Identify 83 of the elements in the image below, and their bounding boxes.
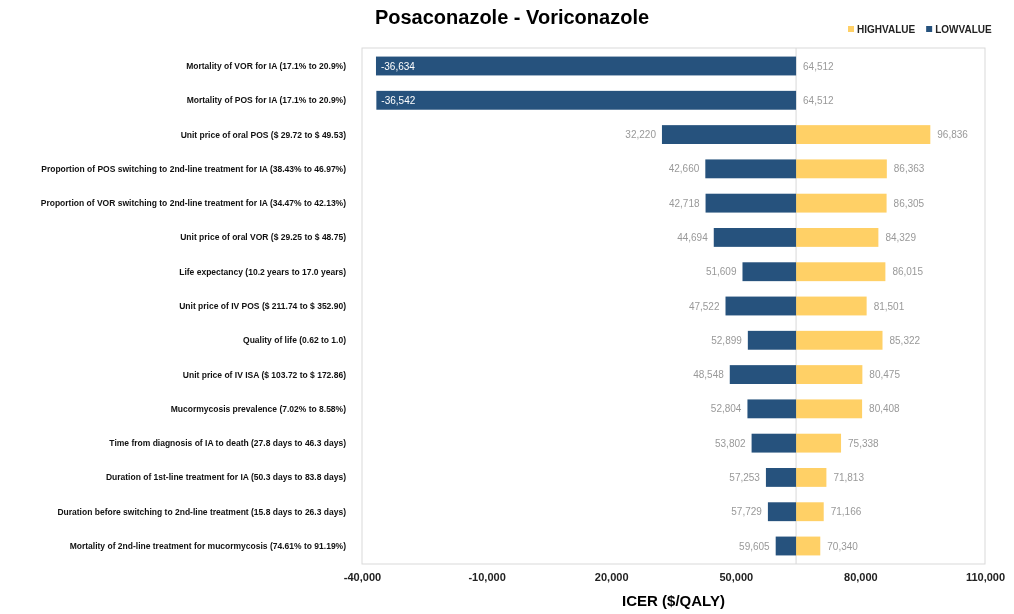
annotation: 48,548 (693, 369, 725, 381)
annotation: -36,634 (380, 60, 416, 72)
bar (747, 399, 797, 419)
annotation: 84,329 (885, 231, 917, 243)
bar (751, 433, 797, 453)
annotation: 71,166 (830, 506, 862, 518)
x-tick-label: -10,000 (468, 570, 506, 583)
annotation: 44,694 (677, 231, 709, 243)
bar (796, 262, 886, 282)
annotation: 52,899 (711, 334, 743, 346)
x-tick-label: -40,000 (343, 570, 382, 583)
bar (767, 502, 797, 522)
y-tick-label: Mortality of 2nd-line treatment for mucormycosis (74.61% to 91.19%) (69, 540, 347, 551)
annotation: 80,408 (869, 403, 901, 415)
bar (705, 159, 797, 179)
bar (796, 365, 863, 384)
annotation: 64,512 (803, 60, 835, 72)
annotation: 51,609 (705, 266, 737, 278)
bar (796, 125, 931, 144)
annotation: 47,522 (688, 300, 720, 312)
bar (661, 125, 797, 144)
annotation: 70,340 (827, 540, 859, 552)
x-tick-label: 110,000 (965, 570, 1006, 583)
bar (705, 193, 797, 213)
bar (796, 228, 879, 247)
bar (796, 330, 883, 350)
x-tick-label: 20,000 (594, 570, 629, 583)
annotation: 96,836 (937, 129, 969, 141)
annotation: 57,253 (729, 471, 761, 483)
bar (796, 159, 887, 179)
annotation: 80,475 (869, 369, 901, 381)
bar (742, 262, 797, 282)
annotation: 86,015 (892, 266, 924, 278)
x-tick-label: 50,000 (719, 570, 754, 583)
annotation: 53,802 (715, 437, 747, 449)
legend-label: LOWVALUE (935, 23, 992, 35)
annotation: 59,605 (739, 540, 771, 552)
bar (725, 296, 797, 316)
annotation: 86,305 (893, 197, 925, 209)
annotation: 52,804 (710, 403, 742, 415)
annotation: 71,813 (833, 471, 865, 483)
bar (747, 330, 797, 350)
bar (796, 193, 887, 213)
y-tick-label: Mortality of VOR for IA (17.1% to 20.9%) (186, 60, 347, 71)
y-tick-label: Duration before switching to 2nd-line treatment (15.8 days to 26.3 days) (57, 506, 347, 517)
annotation: -36,542 (381, 94, 416, 106)
bar (713, 228, 797, 247)
bar (375, 56, 797, 76)
y-tick-label: Proportion of VOR switching to 2nd-line treatment for IA (34.47% to 42.13%) (40, 198, 347, 209)
bar (796, 502, 824, 522)
bar (796, 468, 827, 487)
y-tick-label: Time from diagnosis of IA to death (27.8 days to 46.3 days) (109, 438, 347, 449)
annotation: 81,501 (873, 300, 905, 312)
y-tick-label: Mortality of POS for IA (17.1% to 20.9%) (186, 95, 347, 106)
chart-title: Posaconazole - Voriconazole (374, 6, 650, 28)
annotation: 57,729 (731, 506, 763, 518)
y-tick-label: Unit price of oral VOR ($ 29.25 to $ 48.75) (180, 232, 347, 243)
y-tick-label: Unit price of IV POS ($ 211.74 to $ 352.90) (179, 300, 347, 311)
bar (775, 536, 797, 556)
bar (796, 399, 863, 419)
bar (765, 468, 797, 487)
y-tick-label: Duration of 1st-line treatment for IA (50.3 days to 83.8 days) (105, 472, 347, 483)
y-tick-label: Unit price of oral POS ($ 29.72 to $ 49.53) (180, 129, 347, 140)
bar (796, 433, 842, 453)
y-tick-label: Quality of life (0.62 to 1.0) (243, 335, 347, 346)
x-axis-title: ICER ($/QALY) (622, 592, 725, 609)
legend-label: HIGHVALUE (857, 23, 916, 35)
annotation: 86,363 (893, 163, 925, 175)
annotation: 75,338 (848, 437, 880, 449)
annotation: 64,512 (803, 94, 835, 106)
annotation: 42,660 (668, 163, 700, 175)
annotation: 85,322 (889, 334, 921, 346)
y-tick-label: Life expectancy (10.2 years to 17.0 years) (179, 266, 347, 277)
bar (729, 365, 797, 384)
bar (796, 536, 821, 556)
y-tick-label: Proportion of POS switching to 2nd-line treatment for IA (38.43% to 46.97%) (41, 163, 347, 174)
y-tick-label: Mucormycosis prevalence (7.02% to 8.58%) (170, 403, 347, 414)
annotation: 32,220 (625, 129, 657, 141)
x-tick-label: 80,000 (844, 570, 878, 583)
y-tick-label: Unit price of IV ISA ($ 103.72 to $ 172.86) (182, 369, 347, 380)
bar (796, 296, 867, 316)
annotation: 42,718 (668, 197, 700, 209)
bar (376, 90, 797, 110)
